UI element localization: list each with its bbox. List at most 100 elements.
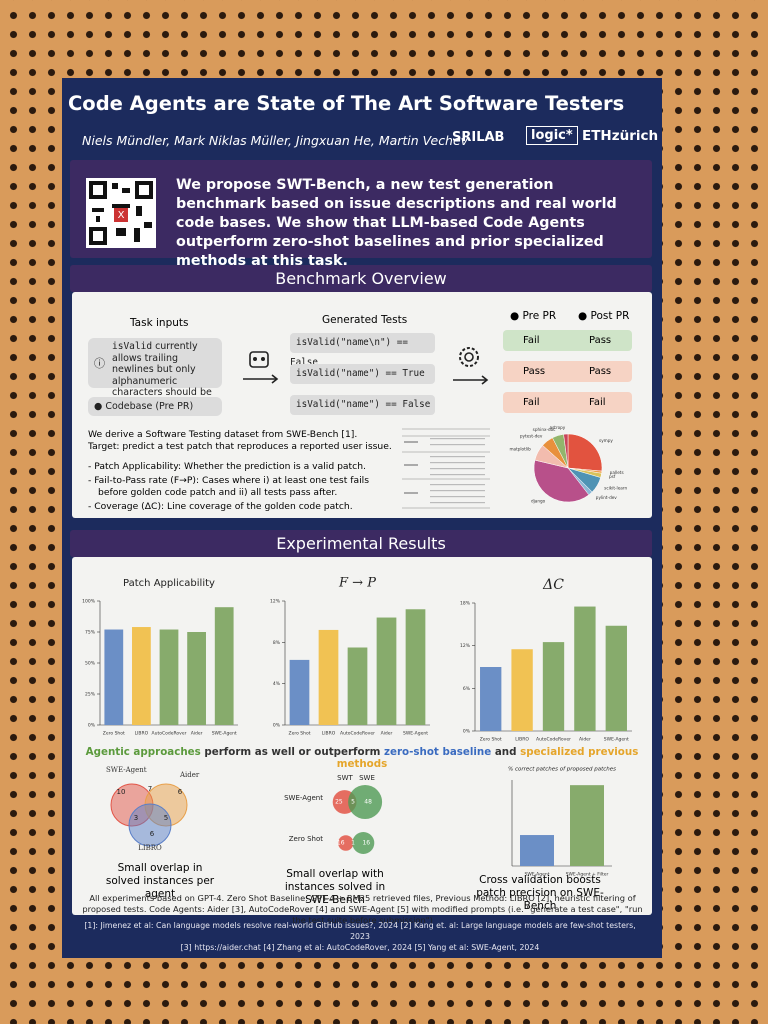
- issue-box: ⓘ isValid currently allows trailing newl…: [88, 338, 222, 410]
- y-tick-label: 0%: [463, 729, 471, 735]
- caption-part: zero-shot baseline: [384, 746, 492, 758]
- x-tick-label: Aider: [381, 731, 393, 737]
- codebase-box: ● Codebase (Pre PR): [88, 397, 222, 416]
- venn-set: SWE: [359, 774, 375, 782]
- x-tick-label: AutoCodeRover: [536, 737, 571, 743]
- venn-value: 6: [150, 830, 155, 838]
- venn-label: Aider: [179, 771, 200, 779]
- bar: [542, 642, 565, 731]
- x-tick-label: SWE-Agent: [403, 731, 428, 737]
- pie-label: matplotlib: [509, 447, 531, 452]
- label: Task inputs: [130, 317, 189, 329]
- pie-label: django: [531, 499, 546, 504]
- x-tick-label: Zero Shot: [288, 731, 310, 737]
- codebase: Codebase (Pre PR): [105, 401, 194, 412]
- y-tick-label: 100%: [82, 599, 96, 605]
- intro-box: [70, 160, 652, 258]
- code: isValid: [112, 341, 153, 352]
- x-tick-label: AutoCodeRover: [152, 731, 187, 737]
- pie-label: sympy: [599, 438, 613, 443]
- y-tick-label: 50%: [85, 661, 96, 667]
- y-tick-label: 0%: [88, 723, 96, 729]
- outcome-row: Pass Pass: [503, 361, 632, 382]
- venn-label: LIBRO: [138, 844, 162, 852]
- bar: [376, 617, 397, 725]
- outcome: Pass: [589, 366, 612, 377]
- results-panel: [72, 557, 652, 915]
- pre-pr: Pre PR: [522, 310, 557, 322]
- chart-title: Patch Applicability: [123, 578, 215, 589]
- x-tick-label: LIBRO: [135, 731, 149, 737]
- chart-title: F → P: [338, 576, 376, 591]
- section-title: Experimental Results: [70, 530, 652, 557]
- caption-part: and: [491, 746, 521, 758]
- stats-table: [402, 428, 490, 509]
- venn-value: 3: [134, 814, 138, 822]
- pie-slice: [563, 433, 569, 469]
- bar: [405, 609, 426, 725]
- x-tick-label: LIBRO: [322, 731, 336, 737]
- venn-label: SWE-Agent: [106, 766, 147, 774]
- gear-icon: [453, 347, 489, 385]
- venn-value: 10: [117, 788, 126, 796]
- reference: [3] https://aider.chat [4] Zhang et al: …: [180, 943, 540, 952]
- y-tick-label: 18%: [460, 601, 471, 607]
- reference: [1]: Jimenez et al: Can language models …: [84, 921, 636, 941]
- venn-value: 7: [148, 785, 152, 793]
- venn-value: 25: [335, 799, 343, 806]
- label: ● Post PR: [578, 310, 630, 322]
- bar: [511, 649, 533, 731]
- caption-part: specialized previous methods: [336, 746, 639, 770]
- caption-part: Agentic approaches: [85, 746, 201, 758]
- venn-circle: [338, 835, 354, 851]
- x-tick-label: SWE-Agent + Filter: [566, 872, 609, 878]
- post-pr: Post PR: [590, 310, 630, 322]
- authors: Niels Mündler, Mark Niklas Müller, Jingx…: [82, 133, 469, 148]
- pie-label: pallets: [610, 470, 624, 475]
- title: Code Agents are State of The Art Softwar…: [68, 92, 625, 115]
- venn-value: 5: [164, 814, 168, 822]
- logo: ETHzürich: [582, 128, 659, 144]
- bar: [520, 835, 554, 866]
- venn-value: 5: [351, 799, 355, 806]
- chart-title: ΔC: [542, 577, 564, 593]
- venn-value: 48: [364, 799, 372, 806]
- y-tick-label: 8%: [273, 640, 281, 646]
- bar: [570, 785, 604, 866]
- caption: Small overlap in solved instances per ag…: [105, 862, 215, 900]
- test-box: isValid("name") == False: [290, 395, 435, 415]
- y-tick-label: 75%: [85, 630, 96, 636]
- pie-label: psf: [609, 474, 616, 479]
- caption: Small overlap with instances solved in S…: [284, 868, 386, 906]
- x-tick-label: AutoCodeRover: [340, 731, 375, 737]
- pie-label: astropy: [550, 425, 566, 430]
- y-tick-label: 12%: [270, 599, 281, 605]
- bullet: - Coverage (ΔC): Line coverage of the go…: [88, 501, 353, 512]
- outcome-row: Fail Pass: [503, 330, 632, 351]
- robot-icon: [243, 351, 279, 384]
- bar: [187, 632, 206, 725]
- pie-label: pylint-dev: [596, 495, 618, 500]
- bar: [159, 629, 179, 725]
- svg-text:X: X: [118, 210, 125, 221]
- description: We derive a Software Testing dataset fro…: [88, 429, 398, 515]
- logo: SRILAB: [452, 130, 505, 145]
- x-tick-label: LIBRO: [515, 737, 529, 743]
- venn-value: 6: [178, 788, 183, 796]
- venn-value: 16: [362, 840, 370, 847]
- bar: [132, 627, 151, 725]
- pie-slice: [567, 433, 603, 472]
- bar: [214, 607, 234, 725]
- test-box: isValid("name") == True: [290, 364, 435, 384]
- y-tick-label: 6%: [463, 686, 471, 692]
- test-box: isValid("name\n") == False: [290, 333, 435, 368]
- venn-set: SWT: [337, 774, 353, 782]
- bar: [574, 606, 596, 731]
- venn-circle: [128, 803, 172, 847]
- y-tick-label: 4%: [273, 681, 281, 687]
- label: ● Pre PR: [510, 310, 557, 322]
- qr-code: X: [86, 178, 156, 248]
- y-tick-label: 0%: [273, 723, 281, 729]
